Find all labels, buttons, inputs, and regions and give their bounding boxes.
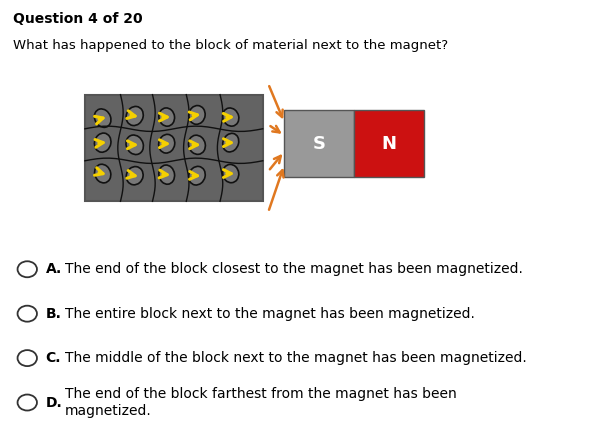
Ellipse shape [159,165,175,184]
Ellipse shape [223,164,239,183]
Ellipse shape [188,135,206,154]
Ellipse shape [126,106,143,126]
Ellipse shape [159,135,175,153]
Text: The entire block next to the magnet has been magnetized.: The entire block next to the magnet has … [65,307,475,320]
Text: The middle of the block next to the magnet has been magnetized.: The middle of the block next to the magn… [65,351,527,365]
Ellipse shape [94,133,111,152]
Text: S: S [313,135,326,152]
Bar [85,95,263,201]
Text: N: N [382,135,397,152]
Text: What has happened to the block of material next to the magnet?: What has happened to the block of materi… [13,39,448,52]
Ellipse shape [223,133,239,152]
Text: A.: A. [45,262,62,276]
Ellipse shape [126,135,144,155]
Ellipse shape [189,166,205,185]
Ellipse shape [223,108,239,126]
Ellipse shape [189,105,205,124]
Text: The end of the block closest to the magnet has been magnetized.: The end of the block closest to the magn… [65,262,523,276]
Text: The end of the block farthest from the magnet has been
magnetized.: The end of the block farthest from the m… [65,388,457,417]
Text: D.: D. [45,396,63,409]
Text: Question 4 of 20: Question 4 of 20 [13,13,143,26]
Ellipse shape [94,109,111,127]
Bar [284,110,355,177]
Ellipse shape [159,108,175,126]
Text: B.: B. [45,307,61,320]
Ellipse shape [95,164,111,183]
Ellipse shape [126,167,143,185]
Text: C.: C. [45,351,61,365]
Bar [355,110,424,177]
